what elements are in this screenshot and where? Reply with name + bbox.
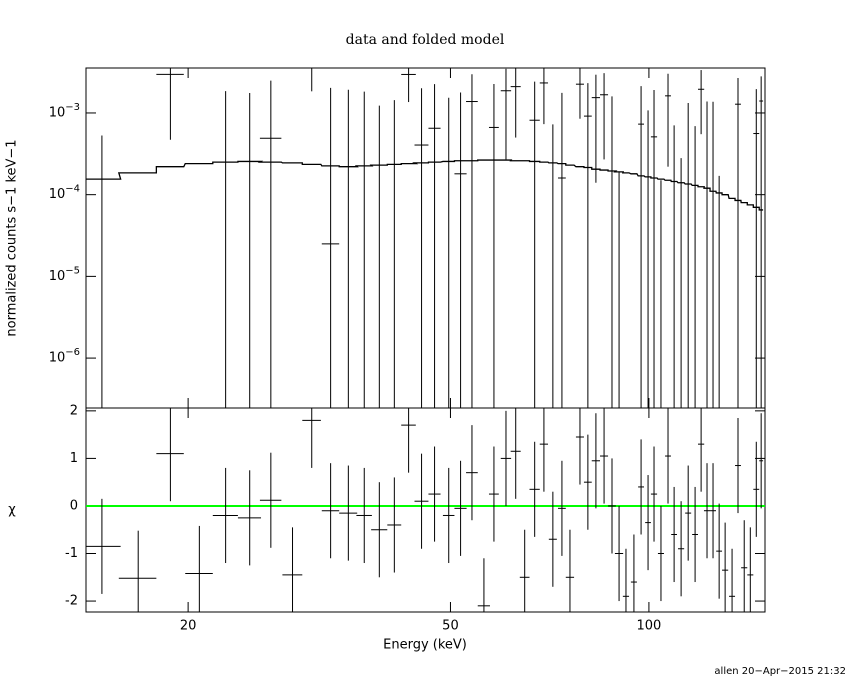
plot-area	[86, 408, 765, 612]
model-line	[86, 159, 764, 211]
y-tick-label: 10−5	[49, 265, 80, 284]
y-tick-label: 10−3	[49, 102, 80, 121]
y-tick-label: 0	[70, 498, 78, 513]
y-axis-label: normalized counts s−1 keV−1	[5, 139, 20, 336]
y-tick-label: -2	[65, 594, 78, 609]
chart-title: data and folded model	[346, 32, 505, 48]
y-axis-label: χ	[8, 503, 16, 518]
y-tick-label: -1	[65, 546, 78, 561]
plot-area	[86, 68, 764, 408]
plot-frame	[85, 67, 766, 409]
x-tick-label: 50	[442, 619, 459, 634]
x-tick-label: 100	[636, 619, 661, 634]
y-tick-label: 10−4	[49, 184, 80, 203]
x-tick-label: 20	[180, 619, 197, 634]
y-tick-label: 10−6	[49, 347, 80, 366]
plot-frame	[85, 407, 766, 613]
x-axis-label: Energy (keV)	[383, 638, 467, 653]
y-tick-label: 1	[70, 451, 78, 466]
y-tick-label: 2	[70, 403, 78, 418]
footer: allen 20−Apr−2015 21:32	[714, 666, 846, 677]
